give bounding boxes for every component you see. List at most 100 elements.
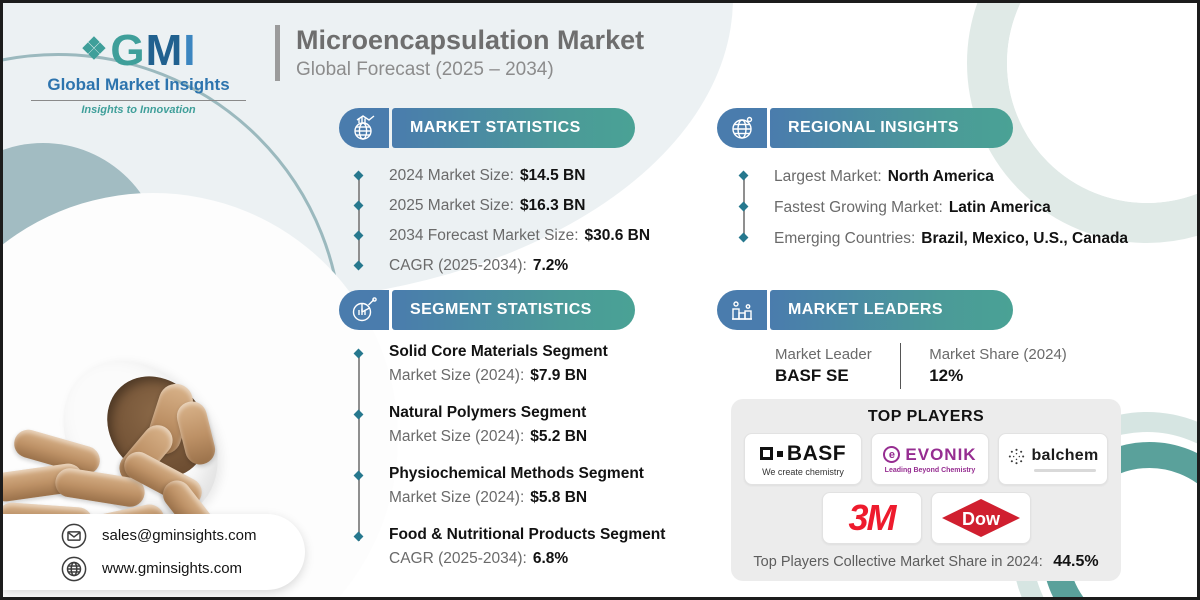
capsule xyxy=(10,426,104,478)
segment-item: Physiochemical Methods Segment Market Si… xyxy=(353,465,665,526)
dow-name: Dow xyxy=(962,509,1001,529)
stat-label: CAGR (2025-2034): xyxy=(389,257,527,274)
contact-website[interactable]: www.gminsights.com xyxy=(102,560,243,577)
collective-share-label: Top Players Collective Market Share in 2… xyxy=(753,554,1043,570)
logo-letter-i: I xyxy=(183,26,197,75)
stat-item: CAGR (2025-2034): 7.2% xyxy=(353,251,650,281)
envelope-icon xyxy=(61,523,87,548)
capsule xyxy=(53,466,147,509)
market-leaders-header: MARKET LEADERS xyxy=(717,290,1013,330)
market-leader-label: Market Leader xyxy=(775,346,872,363)
evonik-e-icon: e xyxy=(883,446,901,463)
section-title: REGIONAL INSIGHTS xyxy=(788,119,959,136)
stat-value: Latin America xyxy=(948,198,1051,216)
balchem-logo: balchem xyxy=(998,433,1108,485)
vertical-divider xyxy=(899,343,902,389)
capsule xyxy=(119,446,207,512)
section-title: MARKET LEADERS xyxy=(788,301,943,318)
dow-diamond-icon xyxy=(941,499,1020,537)
market-share-value: 12% xyxy=(929,366,964,385)
segment-item: Solid Core Materials Segment Market Size… xyxy=(353,343,665,404)
website-row[interactable]: www.gminsights.com xyxy=(61,556,305,582)
capsule xyxy=(113,419,179,489)
segment-title: Natural Polymers Segment xyxy=(389,404,587,421)
top-players-panel: TOP PLAYERS BASF We create chemistry e E… xyxy=(731,399,1121,581)
balchem-dots-icon xyxy=(1009,448,1025,464)
market-statistics-header: MARKET STATISTICS xyxy=(339,108,635,148)
collective-share: Top Players Collective Market Share in 2… xyxy=(743,553,1109,571)
basf-name: BASF xyxy=(786,441,847,465)
stat-label: 2025 Market Size: xyxy=(389,197,514,214)
market-share-label: Market Share (2024) xyxy=(929,346,1067,363)
segment-item: Food & Nutritional Products Segment CAGR… xyxy=(353,526,666,587)
regional-insights-header: REGIONAL INSIGHTS xyxy=(717,108,1013,148)
globe-bar-chart-icon xyxy=(339,108,389,148)
segment-statistics-header: SEGMENT STATISTICS xyxy=(339,290,635,330)
diamond-bullet-icon xyxy=(738,232,749,243)
market-leader-table: Market Leader BASF SE Market Share (2024… xyxy=(775,343,1067,389)
stat-value: North America xyxy=(887,167,994,185)
globe-icon xyxy=(61,556,87,581)
stat-item: 2034 Forecast Market Size: $30.6 BN xyxy=(353,221,651,251)
segment-title: Physiochemical Methods Segment xyxy=(389,465,644,482)
evonik-logo: e EVONIK Leading Beyond Chemistry xyxy=(871,433,989,485)
diamond-bullet-icon xyxy=(738,170,749,181)
dow-logo: Dow xyxy=(930,492,1031,544)
stat-item: Emerging Countries: Brazil, Mexico, U.S.… xyxy=(738,223,1129,254)
diamond-cluster-icon: ❖ xyxy=(80,33,109,66)
pie-magnifier-icon xyxy=(339,290,389,330)
contact-email[interactable]: sales@gminsights.com xyxy=(102,527,257,544)
segment-label: CAGR (2025-2034): xyxy=(389,549,527,567)
segment-value: $7.9 BN xyxy=(530,366,588,384)
basf-square-icon xyxy=(759,447,773,460)
globe-pin-icon xyxy=(717,108,767,148)
stat-item: 2025 Market Size: $16.3 BN xyxy=(353,191,650,221)
segment-value: $5.8 BN xyxy=(530,488,588,506)
balchem-tagline-line xyxy=(1034,468,1096,472)
segment-value: $5.2 BN xyxy=(530,427,588,445)
report-subtitle: Global Forecast (2025 – 2034) xyxy=(296,59,554,81)
email-row[interactable]: sales@gminsights.com xyxy=(61,523,305,549)
market-leader-value: BASF SE xyxy=(775,366,849,385)
segment-value: 6.8% xyxy=(532,549,569,567)
left-teal-circle-shape xyxy=(3,143,163,383)
stat-label: Largest Market: xyxy=(774,167,882,185)
basf-logo: BASF We create chemistry xyxy=(744,433,862,485)
stat-value: $16.3 BN xyxy=(519,197,586,214)
stat-value: $30.6 BN xyxy=(584,227,651,244)
segment-label: Market Size (2024): xyxy=(389,366,525,384)
diamond-bullet-icon xyxy=(353,200,364,211)
stat-label: Emerging Countries: xyxy=(774,229,916,247)
gmi-logo: ❖GMI Global Market Insights Insights to … xyxy=(31,29,246,116)
diamond-bullet-icon xyxy=(353,170,364,181)
balchem-name: balchem xyxy=(1031,447,1099,464)
logo-tagline: Insights to Innovation xyxy=(81,104,196,116)
section-title: MARKET STATISTICS xyxy=(410,119,581,136)
stat-label: 2024 Market Size: xyxy=(389,167,514,184)
capsule-cup-mouth xyxy=(86,356,228,498)
top-players-title: TOP PLAYERS xyxy=(867,408,985,425)
market-statistics-list: 2024 Market Size: $14.5 BN 2025 Market S… xyxy=(353,161,651,281)
evonik-tagline: Leading Beyond Chemistry xyxy=(884,466,976,474)
stat-value: Brazil, Mexico, U.S., Canada xyxy=(921,229,1129,247)
stat-value: 7.2% xyxy=(532,257,569,274)
3m-logo: 3M xyxy=(821,492,922,544)
logo-letter-m: M xyxy=(145,26,184,75)
evonik-name: EVONIK xyxy=(905,444,977,464)
segment-title: Solid Core Materials Segment xyxy=(389,343,608,360)
capsule xyxy=(173,398,219,468)
capsule xyxy=(3,461,85,504)
collective-share-value: 44.5% xyxy=(1053,553,1099,570)
diamond-bullet-icon xyxy=(353,409,364,420)
segment-label: Market Size (2024): xyxy=(389,488,525,506)
section-title: SEGMENT STATISTICS xyxy=(410,301,592,318)
diamond-bullet-icon xyxy=(353,470,364,481)
diamond-bullet-icon xyxy=(353,230,364,241)
diamond-bullet-icon xyxy=(353,531,364,542)
podium-leaders-icon xyxy=(717,290,767,330)
diamond-bullet-icon xyxy=(353,260,364,271)
segment-title: Food & Nutritional Products Segment xyxy=(389,526,666,543)
stat-item: Fastest Growing Market: Latin America xyxy=(738,192,1128,223)
diamond-bullet-icon xyxy=(738,201,749,212)
